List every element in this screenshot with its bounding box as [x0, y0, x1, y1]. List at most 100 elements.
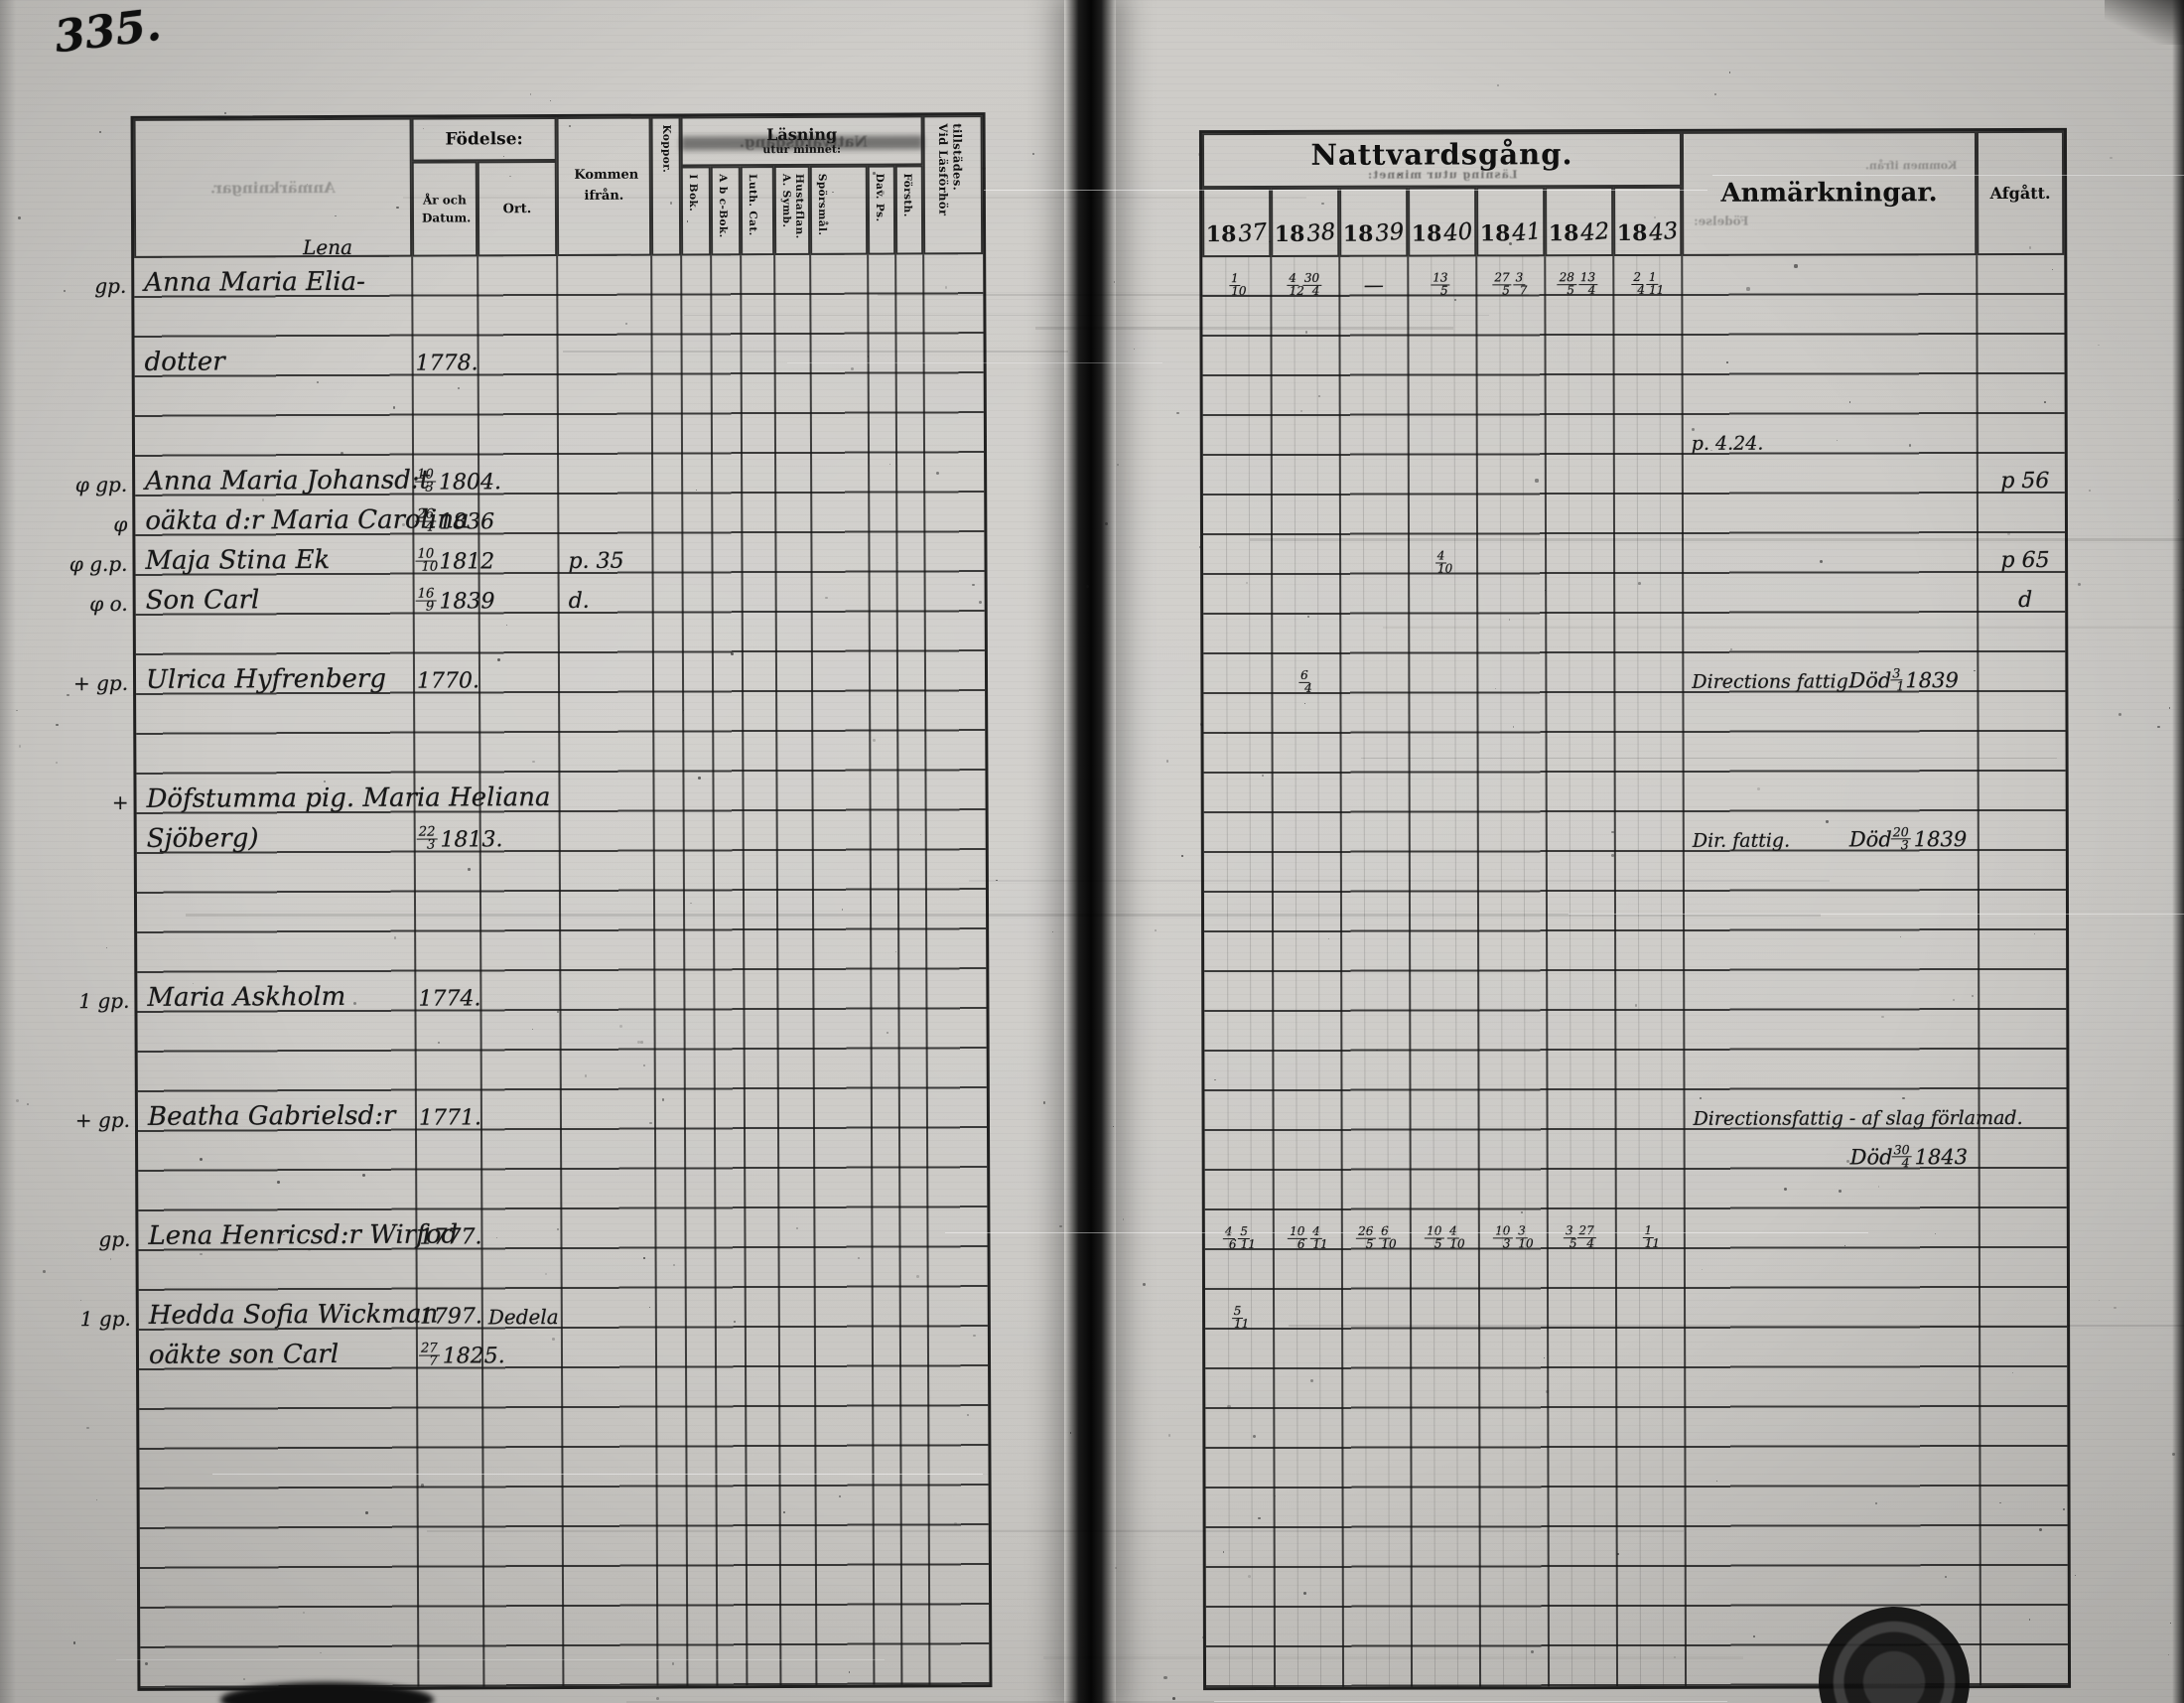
communion-date: 1 10 [1228, 271, 1247, 298]
kommen-ifran-note: p. 35 [568, 548, 624, 574]
paper-speck [2167, 1653, 2170, 1655]
paper-speck [656, 1696, 660, 1700]
birth-date: 1777. [419, 1224, 482, 1250]
paper-speck [56, 723, 59, 727]
paper-speck [1117, 464, 1119, 467]
margin-mark: φ [113, 511, 128, 536]
margin-mark: φ o. [89, 591, 128, 617]
person-name: Döfstumma pig. Maria Heliana [146, 782, 551, 814]
communion-date: 4 12 30 4 [1287, 271, 1322, 298]
paper-speck [18, 745, 22, 748]
birth-date: 1770. [416, 668, 480, 694]
right-page-table: Nattvardsgång. Läsning utur minnet: 18 37… [1198, 127, 2072, 1691]
scan-highlight [1214, 1700, 1728, 1702]
birth-place: Dedela [487, 1305, 559, 1330]
book-binding [1064, 0, 1116, 1703]
margin-mark: + gp. [74, 1107, 131, 1133]
paper-speck [1163, 1675, 1167, 1679]
paper-speck [1496, 84, 1500, 87]
paper-speck [1729, 71, 1731, 73]
remark-note: Directionsfattig - af slag förlamad. [1693, 1106, 2023, 1130]
afgatt-note: d [2018, 587, 2033, 613]
paper-speck [72, 1640, 76, 1644]
birth-date: 10 3 1804. [415, 467, 501, 497]
corner-shadow [2105, 0, 2184, 45]
paper-speck [1142, 1283, 1146, 1287]
paper-speck [2110, 156, 2113, 160]
birth-date: 1774. [418, 986, 481, 1012]
death-note: Död 20 3 1839 [1848, 824, 1968, 853]
paper-speck [1713, 92, 1717, 95]
afgatt-note: p 65 [2000, 547, 2050, 574]
paper-speck [1133, 348, 1135, 350]
margin-mark: φ g.p. [68, 551, 128, 577]
paper-speck [1032, 152, 1034, 155]
right-handwriting-layer: 1 10 4 12 30 4 — 13 5 27 5 3 7 28 5 13 4 2 4 1 11 p. 4.24… [1202, 131, 2068, 1687]
birth-date: 1778. [415, 351, 478, 376]
birth-date: 16 9 1839 [415, 586, 495, 616]
person-name: Anna Maria Elia- [144, 266, 365, 298]
birth-date: 1771. [418, 1105, 481, 1131]
paper-speck [2114, 1306, 2116, 1310]
paper-speck [2117, 713, 2121, 717]
paper-speck [223, 111, 227, 114]
afgatt-note: p 56 [2000, 468, 2050, 495]
communion-date: — [1363, 272, 1384, 297]
paper-speck [56, 762, 59, 764]
paper-speck [2168, 707, 2171, 709]
margin-mark: + [111, 789, 129, 814]
communion-date: 1 11 [1642, 1223, 1661, 1250]
paper-speck [1167, 1434, 1170, 1437]
communion-date: 13 5 [1431, 270, 1450, 298]
paper-speck [95, 1498, 97, 1500]
paper-speck [2078, 583, 2082, 587]
paper-speck [2089, 490, 2091, 492]
right-page-edge [2172, 0, 2184, 1703]
paper-speck [1172, 1696, 1175, 1700]
paper-speck [2098, 344, 2101, 347]
communion-date: 5 11 [1231, 1304, 1250, 1331]
paper-speck [2169, 1622, 2171, 1624]
margin-mark: 1 gp. [78, 988, 130, 1014]
paper-speck [995, 879, 998, 882]
margin-mark: gp. [94, 273, 127, 299]
communion-date: 10 5 4 10 [1425, 1223, 1465, 1251]
paper-speck [106, 946, 108, 948]
paper-speck [1155, 928, 1158, 931]
paper-speck [43, 1269, 47, 1273]
birth-date: 22 3 1813. [416, 824, 503, 854]
paper-speck [1181, 855, 1183, 857]
ink-blot [220, 1682, 434, 1703]
left-page-table: Anmärkningar. Födelse: År och Datum. Ort… [69, 112, 993, 1691]
paper-speck [1059, 1224, 1062, 1227]
paper-speck [109, 1258, 111, 1260]
communion-date: 28 5 13 4 [1557, 270, 1598, 297]
birth-date: 10 10 1812 [415, 546, 495, 576]
death-note: Död 30 4 1843 [1849, 1142, 1969, 1171]
kommen-ifran-note: d. [568, 588, 590, 614]
page-number: 335. [52, 0, 164, 64]
paper-speck [16, 709, 18, 712]
paper-speck [16, 1098, 20, 1103]
paper-speck [2098, 1299, 2101, 1302]
communion-date: 10 6 4 11 [1288, 1224, 1328, 1251]
birth-date: 27 7 1825. [418, 1341, 505, 1370]
birth-date: 26 4 1836 [415, 506, 495, 536]
margin-mark: φ gp. [74, 472, 128, 497]
left-handwriting-layer: gp. Lena Anna Maria Elia-dotter 1778. φ gp. A… [69, 115, 990, 1688]
margin-mark: gp. [98, 1226, 131, 1252]
paper-speck [529, 92, 532, 95]
communion-date: 10 3 3 10 [1493, 1223, 1534, 1250]
margin-mark: + gp. [72, 670, 129, 696]
paper-speck [99, 131, 102, 134]
paper-speck [549, 99, 551, 101]
communion-date: 4 10 [1434, 548, 1453, 576]
communion-date: 26 5 6 10 [1356, 1223, 1397, 1251]
